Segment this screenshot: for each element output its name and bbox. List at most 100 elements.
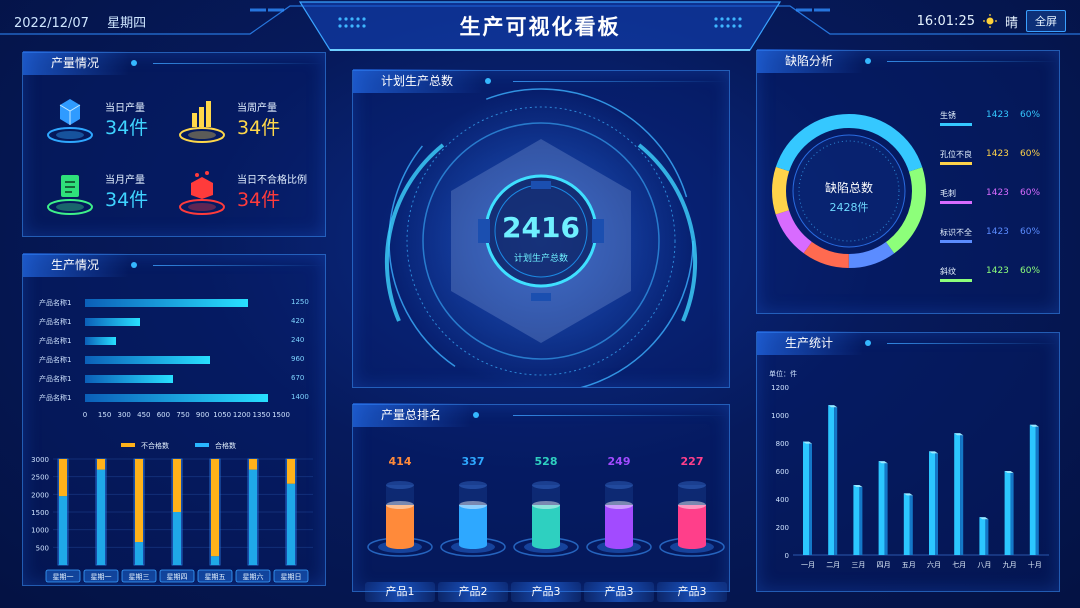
defect-count: 1423 [986, 110, 1009, 120]
stacked-bar-chart: 不合格数 合格数 3000 2500 2000 1500 1000 500 星期一 星期一 星期三 星… [31, 441, 313, 583]
cylinder-top [532, 501, 560, 509]
hbar-value: 1250 [291, 298, 309, 306]
monthly-bar [828, 405, 835, 555]
stat-value: 34件 [105, 189, 149, 211]
defect-count: 1423 [986, 149, 1009, 159]
title-divider [153, 63, 323, 64]
stat-daily-defect-ratio: 当日不合格比例 34件 [175, 165, 315, 225]
rank-label: 产品3 [657, 582, 727, 602]
cylinder-bottom [532, 541, 560, 549]
monthly-bar-side [884, 463, 888, 555]
category-tab [235, 569, 271, 583]
monthly-bar-top [853, 485, 863, 487]
hbar-track [85, 394, 281, 402]
category-tab [83, 569, 119, 583]
ranking-panel: 产量总排名 414 产品1 337 产品2 528 产品3 249 产品3 227 产品3 [352, 403, 730, 602]
monthly-x-label: 五月 [902, 561, 916, 569]
hbar-tick-label: 450 [137, 411, 150, 419]
monthly-bar [803, 441, 809, 555]
stacked-category-label: 星期一 [53, 573, 74, 581]
legend-bad-label: 不合格数 [141, 441, 169, 450]
hbar-tick-label: 150 [98, 411, 111, 419]
stacked-bar-good [59, 496, 67, 565]
defect-percent: 60% [1020, 227, 1041, 237]
defect-name: 斜纹 [940, 267, 956, 276]
cylinder-body [678, 505, 706, 545]
stat-weekly-output: 当周产量 34件 [175, 93, 315, 153]
stacked-category-label: 星期日 [281, 573, 302, 581]
title-divider [153, 265, 323, 266]
rank-value: 528 [534, 455, 558, 468]
header: 2022/12/07 星期四 生产可视化看板 16:01:25 晴 全屏 [0, 0, 1080, 51]
hbar-tick-label: 900 [196, 411, 209, 419]
stat-label: 当日不合格比例 [237, 175, 307, 186]
hbar-tick-label: 1050 [213, 411, 231, 419]
hbar-label: 产品名称1 [39, 375, 72, 383]
monthly-bar-side [935, 453, 938, 555]
defect-center-value: 2428件 [829, 201, 869, 214]
hbar-bar [85, 394, 268, 402]
monthly-bar-side [859, 487, 863, 555]
defect-percent: 60% [1020, 149, 1041, 159]
stat-daily-output: 当日产量 34件 [43, 93, 183, 153]
stacked-bar-good [173, 512, 181, 565]
defect-center-label: 缺陷总数 [824, 181, 873, 195]
cylinder-bottom [605, 541, 633, 549]
defect-percent: 60% [1020, 266, 1041, 276]
category-tab [121, 569, 157, 583]
defect-panel-title: 缺陷分析 [757, 49, 872, 73]
stacked-category-label: 星期四 [167, 573, 188, 581]
monthly-y-tick: 1000 [771, 412, 789, 420]
legend-swatch-bad [121, 443, 135, 447]
stats-panel-title: 生产统计 [757, 331, 872, 355]
fullscreen-button[interactable]: 全屏 [1026, 10, 1066, 32]
stacked-bar-bad [287, 459, 295, 484]
defect-percent: 60% [1020, 188, 1041, 198]
bar-chart-icon [179, 101, 225, 143]
stacked-bar-bad [135, 459, 143, 543]
hbar-tick-label: 750 [176, 411, 189, 419]
monthly-bar-side [1010, 473, 1014, 555]
monthly-bar [878, 461, 885, 555]
monthly-x-label: 三月 [851, 561, 865, 569]
production-panel: 生产情况 0 150 300 450 600 750 900 1050 1200 1350 1500… [22, 253, 326, 586]
monthly-bar [929, 451, 935, 555]
legend-good-label: 合格数 [215, 441, 236, 450]
plan-panel-title: 计划生产总数 [353, 69, 492, 93]
plan-total-value: 2416 [502, 211, 580, 244]
rank-item: 528 产品3 [511, 455, 581, 602]
title-container: 生产可视化看板 [300, 0, 780, 50]
date-display: 2022/12/07 星期四 [14, 12, 160, 31]
stacked-y-tick: 1500 [31, 509, 49, 517]
monthly-x-label: 六月 [927, 560, 941, 569]
stat-value: 34件 [105, 117, 149, 139]
hbar-track [85, 375, 281, 383]
stacked-bar-bad [173, 459, 181, 512]
hbar-tick-label: 1350 [252, 411, 270, 419]
monthly-x-label: 十月 [1028, 560, 1042, 569]
weather-text: 晴 [1004, 15, 1018, 31]
hbar-bar [85, 375, 173, 383]
header-frame [0, 1, 1080, 51]
cylinder-bottom [386, 541, 414, 549]
monthly-y-tick: 400 [776, 496, 789, 504]
page-title: 生产可视化看板 [459, 15, 621, 39]
monthly-bar-top [954, 433, 964, 436]
monthly-bar-side [809, 443, 812, 555]
date-text: 2022/12/07 [14, 16, 89, 31]
monthly-x-label: 九月 [1003, 560, 1017, 569]
hbar-x-axis: 0 150 300 450 600 750 900 1050 1200 1350 1500 [83, 411, 290, 419]
hbar-value: 960 [291, 355, 305, 363]
monthly-bar [903, 493, 910, 555]
stat-monthly-output: 当月产量 34件 [43, 165, 183, 225]
cylinder-bottom [678, 541, 706, 549]
category-tab [197, 569, 233, 583]
monthly-bar-top [1004, 471, 1014, 473]
category-tab [159, 569, 195, 583]
title-divider [513, 81, 727, 82]
rank-value: 414 [388, 455, 412, 468]
monthly-y-tick: 1200 [771, 384, 789, 392]
rank-item: 227 产品3 [657, 455, 727, 602]
defect-panel: 缺陷分析 缺陷总数 2428件 [756, 49, 1060, 314]
rank-value: 337 [461, 455, 485, 468]
